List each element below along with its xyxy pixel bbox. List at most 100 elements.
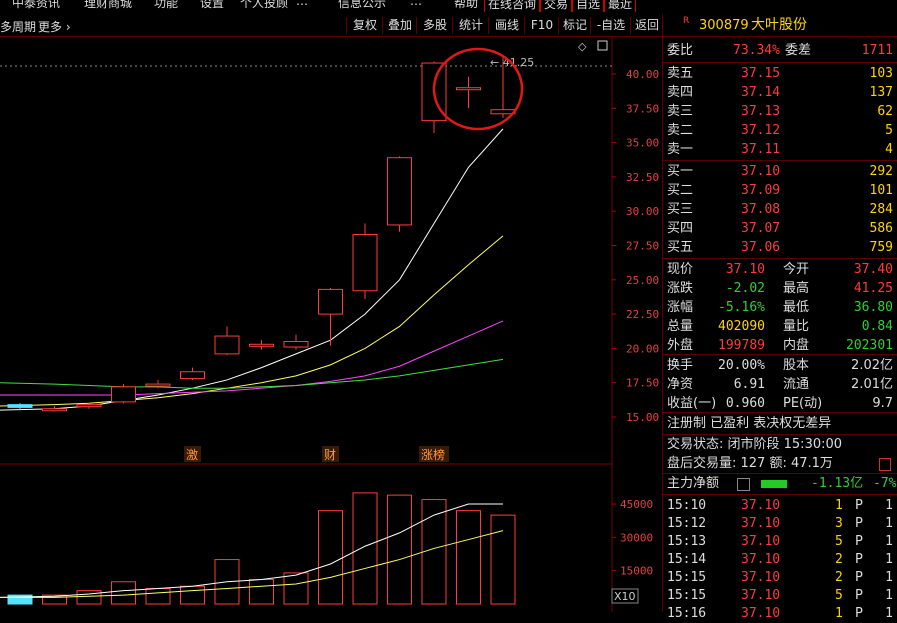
stat-label: 内盘: [783, 338, 810, 353]
stat-row: 总量 402090 量比 0.84: [667, 317, 893, 336]
volume-tick-label: 45000: [620, 498, 653, 511]
bid-row: 买三 37.08 284: [667, 200, 893, 219]
bid-volume: 284: [869, 202, 893, 217]
volume-tick-label: 15000: [620, 565, 653, 578]
menu-item[interactable]: …: [410, 0, 422, 8]
toolbar-button[interactable]: 画线: [488, 17, 525, 34]
menu-item[interactable]: 理财商城: [84, 0, 133, 10]
ask-row: 卖二 37.12 5: [667, 121, 893, 140]
stat-row: 现价 37.10 今开 37.40: [667, 260, 893, 279]
bid-label: 买一: [667, 164, 694, 179]
menu-button[interactable]: 交易: [540, 0, 573, 12]
tick-side: P: [855, 588, 863, 603]
menu-button[interactable]: 自选: [572, 0, 605, 12]
candle-body: [214, 335, 240, 355]
toolbar-button[interactable]: -自选: [590, 17, 631, 34]
price-tick-label: 37.50: [626, 102, 659, 115]
candle: [249, 340, 274, 350]
tick-time: 15:15: [667, 570, 707, 585]
list-icon[interactable]: [737, 478, 750, 491]
toolbar-button[interactable]: F10: [524, 17, 559, 34]
price-tick-label: 22.50: [626, 308, 659, 321]
tick-side: P: [855, 606, 863, 621]
stat-label: 外盘: [667, 338, 694, 353]
bid-label: 买三: [667, 202, 694, 217]
stat-value: 9.7: [872, 396, 893, 411]
tick-time: 15:12: [667, 516, 707, 531]
stat-label: 净资: [667, 377, 694, 392]
period-selector[interactable]: 多周期: [0, 20, 37, 34]
candle-body: [456, 87, 481, 91]
candle-body: [490, 109, 516, 115]
stat-label: 总量: [667, 319, 694, 334]
diamond-icon: ◇: [578, 40, 587, 53]
menu-item[interactable]: 设置: [200, 0, 225, 10]
volume-bar: [387, 494, 412, 605]
bid-volume: 101: [869, 183, 893, 198]
margin-badge: R: [683, 16, 690, 26]
toolbar-button[interactable]: 返回: [630, 17, 663, 34]
bid-row: 买一 37.10 292: [667, 162, 893, 181]
tick-price: 37.10: [741, 498, 781, 513]
registration-info: 注册制 已盈利 表决权无差异: [667, 416, 832, 431]
menu-item[interactable]: 功能: [154, 0, 179, 10]
toolbar-button[interactable]: 统计: [452, 17, 489, 34]
menu-button[interactable]: 在线咨询: [484, 0, 541, 12]
ask-price: 37.13: [741, 104, 781, 119]
volume-unit-box: [611, 588, 639, 604]
bid-label: 买四: [667, 221, 694, 236]
more-menu[interactable]: 更多 ›: [38, 20, 71, 34]
candle-body: [180, 371, 205, 380]
toolbar-button[interactable]: 多股: [416, 17, 453, 34]
volume-unit-label: X10: [614, 590, 636, 603]
tick-price: 37.10: [741, 516, 781, 531]
volume-tick-label: 30000: [620, 531, 653, 544]
tick-volume: 5: [835, 588, 843, 603]
chart-toolbar: 多周期 更多 › 复权 叠加 多股 统计 画线 F10 标记 -自选 返回: [0, 14, 662, 37]
menu-button[interactable]: 最近: [604, 0, 637, 12]
candle: [283, 334, 309, 350]
kline-chart[interactable]: ◇ 40.00 37.50 35.00 32.50 30.00 27.50 25.00 22.5…: [0, 36, 662, 612]
tick-time: 15:16: [667, 606, 707, 621]
candle: [145, 379, 171, 389]
stat-value: 0.960: [725, 396, 765, 411]
stat-label: 最高: [783, 281, 810, 296]
menu-bar: 中泰资讯 理财商城 功能 设置 个人投顾 … 信息公示 … 帮助 在线咨询 交易 自选 最近: [0, 0, 897, 12]
menu-item[interactable]: …: [296, 0, 308, 8]
stat-row: 涨幅 -5.16% 最低 36.80: [667, 298, 893, 317]
toolbar-button[interactable]: 标记: [558, 17, 591, 34]
bid-row: 买四 37.07 586: [667, 219, 893, 238]
tick-row: 15:13 37.10 5 P 1: [667, 532, 893, 551]
candle-body: [352, 234, 378, 292]
volume-bar: [111, 581, 136, 605]
stat-value: 202301: [846, 338, 893, 353]
menu-item[interactable]: 个人投顾: [240, 0, 289, 10]
price-tick-label: 35.00: [626, 137, 659, 150]
price-tick-label: 27.50: [626, 240, 659, 253]
menu-item[interactable]: 中泰资讯: [12, 0, 61, 10]
stat-label: 最低: [783, 300, 810, 315]
candle: [111, 384, 136, 404]
price-tick-label: 25.00: [626, 274, 659, 287]
stat-row: 换手 20.00% 股本 2.02亿: [667, 356, 893, 375]
tick-row: 15:15 37.10 2 P 1: [667, 568, 893, 587]
menu-item[interactable]: 帮助: [454, 0, 479, 10]
toolbar-button[interactable]: 复权: [346, 17, 383, 34]
tick-volume: 1: [835, 606, 843, 621]
toolbar-button[interactable]: 叠加: [382, 17, 417, 34]
volume-ma-line: [0, 503, 503, 598]
menu-item[interactable]: 信息公示: [338, 0, 387, 10]
stat-value: 41.25: [853, 281, 893, 296]
tick-volume: 2: [835, 570, 843, 585]
bar-chart-icon[interactable]: [879, 458, 891, 471]
volume-bar: [76, 590, 102, 605]
ma-line-ma60: [0, 358, 504, 389]
tick-time: 15:14: [667, 552, 707, 567]
event-marker: 财: [324, 448, 336, 462]
tick-side: P: [855, 498, 863, 513]
ask-price: 37.12: [741, 123, 781, 138]
ma-line-ma20: [0, 320, 504, 396]
price-tick-label: 32.50: [626, 171, 659, 184]
volume-bar: [145, 587, 171, 605]
tick-count: 1: [885, 588, 893, 603]
